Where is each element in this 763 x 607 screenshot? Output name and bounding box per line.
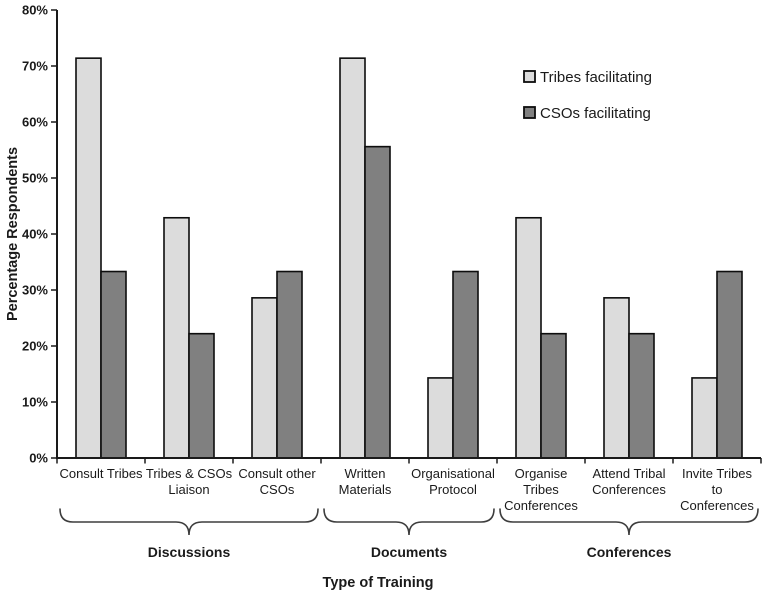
category-label: Invite Tribes to Conferences [680,466,754,513]
bar [276,270,303,459]
bar [691,377,718,459]
bar [188,332,215,459]
y-tick-label: 50% [22,171,48,186]
bar [339,57,366,459]
category-label: Organise Tribes Conferences [504,466,578,513]
y-tick-label: 10% [22,395,48,410]
bar [452,270,479,459]
bar [251,297,278,459]
y-tick-label: 30% [22,283,48,298]
group-label: Discussions [148,544,231,560]
group-brace [59,508,319,536]
legend-swatch-csos-icon [523,106,536,119]
y-tick-label: 80% [22,3,48,18]
bar [100,270,127,459]
category-labels-layer: Consult Tribes Tribes & CSOs LiaisonConsul… [59,466,754,513]
bar [716,270,743,459]
bar [163,216,190,459]
y-tick-label: 70% [22,59,48,74]
bar [603,297,630,459]
category-label: Written Materials [339,466,392,497]
category-label: Consult other CSOs [238,466,316,497]
legend-item-tribes: Tribes facilitating [523,69,652,86]
group-brace [323,508,495,536]
bar [540,332,567,459]
category-label: Consult Tribes [59,466,143,481]
y-tick-label: 20% [22,339,48,354]
category-label: Attend Tribal Conferences [592,466,666,497]
legend-label-csos: CSOs facilitating [540,105,651,122]
y-tick-label: 60% [22,115,48,130]
bar [427,377,454,459]
group-brackets-layer: Discussions Documents Conferences [59,508,759,560]
group-label: Conferences [587,544,672,560]
group-label: Documents [371,544,447,560]
x-axis-title: Type of Training [323,575,434,591]
legend-swatch-tribes-icon [523,70,536,83]
y-tick-label: 40% [22,227,48,242]
group-brace [499,508,759,536]
y-tick-label: 0% [29,451,48,466]
bar [628,332,655,459]
category-label: Organisational Protocol [411,466,495,497]
y-ticks-layer: 0% 10% 20% 30% 40% 50% 60% 70% 80% [22,3,57,466]
bar [364,145,391,459]
bar [75,57,102,459]
bars-layer [75,57,743,459]
category-label: Tribes & CSOs Liaison [146,466,233,497]
y-axis-title: Percentage Respondents [5,147,21,321]
legend-label-tribes: Tribes facilitating [540,69,652,86]
legend-item-csos: CSOs facilitating [523,105,651,122]
x-ticks-layer [56,458,762,464]
legend: Tribes facilitating CSOs facilitating [523,69,652,122]
bar [515,216,542,459]
